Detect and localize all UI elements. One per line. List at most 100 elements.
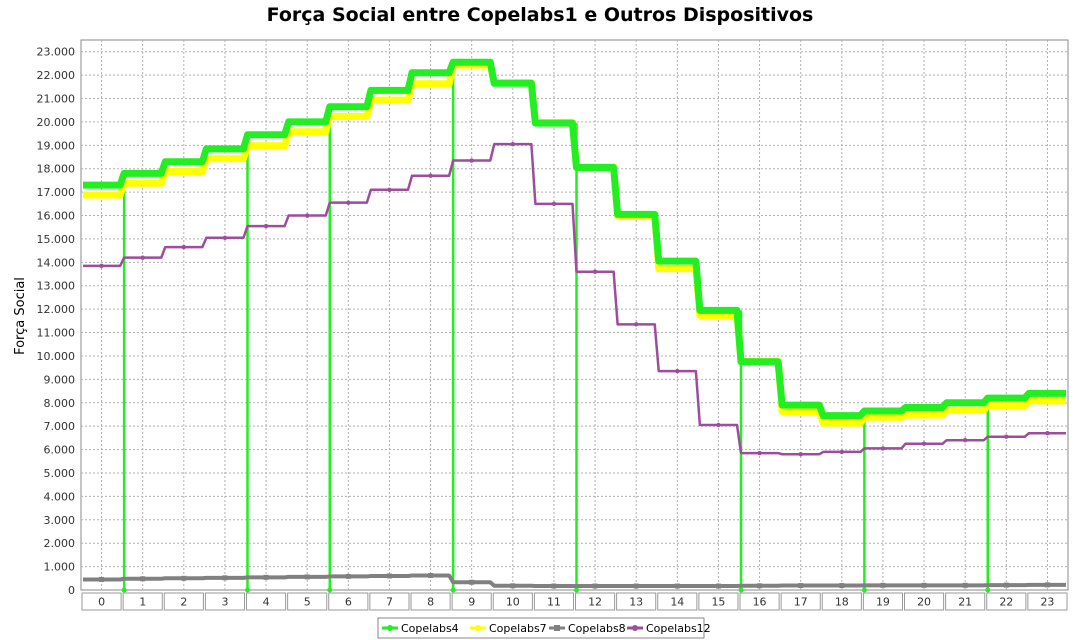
copelabs7-point — [797, 408, 804, 415]
copelabs4-drop-marker — [985, 587, 991, 593]
copelabs12-point — [181, 244, 187, 250]
y-tick-label: 10.000 — [37, 350, 76, 363]
copelabs4-point — [797, 402, 804, 409]
legend-marker — [387, 625, 393, 631]
x-category-box — [122, 592, 163, 611]
x-category-box — [780, 592, 821, 611]
x-category-box — [81, 592, 122, 611]
y-tick-label: 7.000 — [44, 420, 76, 433]
y-tick-label: 8.000 — [44, 397, 76, 410]
legend-marker — [554, 625, 560, 631]
y-tick-label: 12.000 — [37, 303, 76, 316]
copelabs8-point — [715, 583, 721, 589]
y-tick-label: 17.000 — [37, 186, 76, 199]
legend-label: Copelabs8 — [568, 622, 626, 635]
y-axis-label: Força Social — [13, 277, 28, 355]
copelabs8-point — [304, 574, 310, 580]
copelabs8-point — [757, 583, 763, 589]
copelabs4-point — [468, 59, 475, 66]
x-category-box — [698, 592, 739, 611]
copelabs8-point — [386, 573, 392, 579]
x-category-box — [287, 592, 328, 611]
copelabs7-point — [838, 420, 845, 427]
x-tick-label: 0 — [98, 596, 105, 609]
copelabs12-point — [510, 141, 516, 147]
copelabs4-drop-marker — [245, 587, 250, 593]
copelabs8-point — [962, 582, 968, 588]
x-tick-label: 9 — [468, 596, 475, 609]
copelabs12-point — [99, 263, 104, 269]
copelabs8-point — [345, 573, 351, 579]
copelabs12-point — [880, 446, 886, 451]
copelabs7-point — [345, 113, 352, 120]
copelabs4-drop-marker — [861, 587, 867, 593]
y-tick-label: 16.000 — [37, 210, 76, 223]
y-tick-label: 18.000 — [37, 163, 76, 176]
x-category-box — [451, 592, 492, 611]
copelabs8-point — [469, 579, 475, 585]
copelabs8-point — [1003, 582, 1009, 588]
copelabs7-point — [386, 97, 393, 104]
copelabs12-point — [551, 201, 557, 207]
y-tick-label: 0 — [68, 584, 75, 597]
copelabs4-point — [1003, 395, 1010, 402]
x-tick-label: 22 — [999, 596, 1013, 609]
x-tick-label: 21 — [958, 596, 972, 609]
x-tick-label: 11 — [547, 596, 561, 609]
y-tick-label: 22.000 — [37, 69, 76, 82]
copelabs12-point — [592, 269, 598, 274]
y-tick-label: 2.000 — [44, 537, 76, 550]
copelabs4-drop-marker — [574, 587, 579, 593]
x-category-box — [616, 592, 657, 611]
legend-marker — [632, 625, 638, 631]
y-tick-label: 3.000 — [44, 514, 76, 527]
x-category-box — [904, 592, 945, 611]
x-category-box — [410, 592, 451, 611]
copelabs7-point — [98, 191, 105, 198]
copelabs12-point — [921, 441, 927, 446]
x-category-box — [533, 592, 574, 611]
y-tick-label: 9.000 — [44, 373, 76, 386]
copelabs4-point — [509, 80, 516, 87]
copelabs8-point — [428, 572, 434, 578]
copelabs4-point — [304, 118, 311, 125]
copelabs7-point — [879, 414, 886, 421]
copelabs4-drop-marker — [327, 587, 333, 593]
legend-label: Copelabs12 — [646, 622, 711, 635]
copelabs4-point — [921, 404, 928, 411]
copelabs8-point — [181, 575, 187, 581]
copelabs12-point — [798, 452, 803, 457]
y-tick-label: 15.000 — [37, 233, 76, 246]
copelabs12-point — [222, 235, 228, 240]
x-category-box — [986, 592, 1027, 611]
copelabs4-point — [386, 87, 393, 94]
copelabs4-point — [715, 307, 722, 314]
x-tick-label: 20 — [917, 596, 931, 609]
x-tick-label: 17 — [794, 596, 808, 609]
x-category-box — [1027, 592, 1068, 611]
x-tick-label: 1 — [139, 596, 146, 609]
y-tick-label: 14.000 — [37, 256, 76, 269]
x-tick-label: 8 — [427, 596, 434, 609]
copelabs12-point — [263, 223, 269, 229]
copelabs12-point — [633, 322, 639, 327]
copelabs7-point — [962, 407, 969, 414]
copelabs12-point — [469, 158, 474, 163]
copelabs8-point — [921, 582, 927, 588]
copelabs7-point — [263, 142, 270, 149]
copelabs4-point — [633, 211, 640, 218]
copelabs7-point — [674, 265, 681, 272]
copelabs8-point — [222, 575, 228, 581]
legend-marker — [475, 625, 481, 631]
x-tick-label: 14 — [670, 596, 684, 609]
x-tick-label: 16 — [753, 596, 767, 609]
x-tick-label: 13 — [629, 596, 643, 609]
copelabs4-drop-marker — [738, 587, 744, 593]
copelabs8-point — [510, 583, 516, 589]
copelabs4-point — [263, 131, 270, 138]
x-category-box — [945, 592, 986, 611]
x-category-box — [246, 592, 287, 611]
copelabs4-point — [139, 170, 146, 177]
x-category-box — [739, 592, 780, 611]
